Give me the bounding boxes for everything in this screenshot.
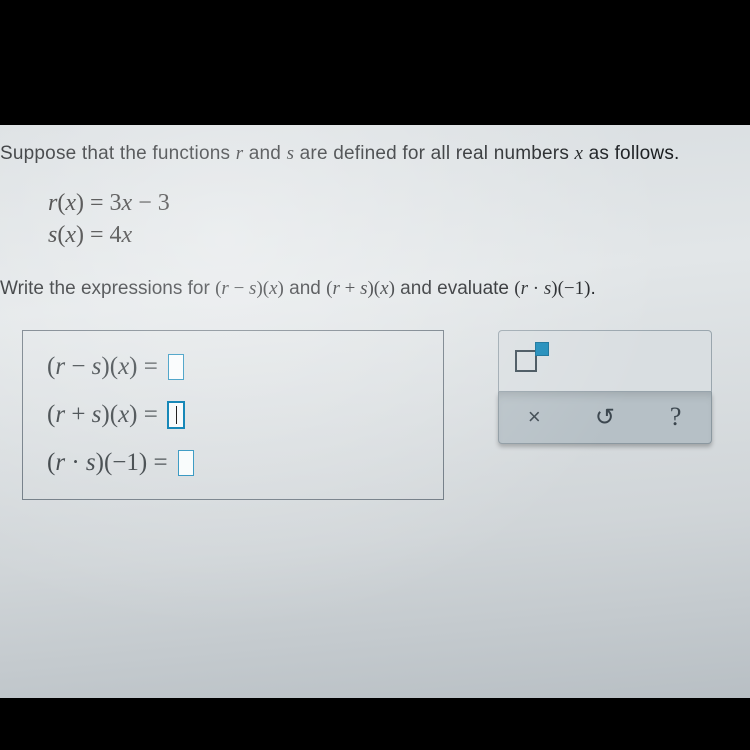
eq: = bbox=[84, 222, 110, 248]
exponent-button[interactable] bbox=[515, 350, 549, 372]
task-mid2: and evaluate bbox=[395, 278, 514, 299]
answer-row-3: (r · s)(−1) = bbox=[47, 449, 423, 477]
reset-icon: ↺ bbox=[595, 404, 615, 431]
answer-area: (r − s)(x) = (r + s)(x) = (r · s)(−1) = bbox=[0, 330, 750, 500]
top-black-bar bbox=[0, 0, 750, 125]
answer-row-1: (r − s)(x) = bbox=[47, 353, 423, 381]
def-r: r(x) = 3x − 3 bbox=[48, 187, 750, 219]
r-x: x bbox=[122, 190, 133, 216]
task-end: . bbox=[590, 278, 595, 299]
eq: = bbox=[84, 190, 110, 216]
var-x: x bbox=[575, 143, 584, 164]
s-func: s bbox=[48, 222, 57, 248]
r-func: r bbox=[48, 190, 57, 216]
task-pre: Write the expressions for bbox=[0, 278, 215, 299]
r-arg: x bbox=[65, 190, 76, 216]
def-s: s(x) = 4x bbox=[48, 219, 750, 251]
tool-palette: × ↺ ? bbox=[498, 330, 712, 444]
s-c: 4 bbox=[110, 222, 122, 248]
close-icon: × bbox=[528, 404, 541, 429]
answer-input-2[interactable] bbox=[168, 402, 184, 428]
s-x: x bbox=[122, 222, 133, 248]
r-minus: − bbox=[132, 190, 158, 216]
s-arg: x bbox=[65, 222, 76, 248]
prompt-pre: Suppose that the functions bbox=[0, 143, 236, 164]
r-c1: 3 bbox=[110, 190, 122, 216]
help-icon: ? bbox=[670, 402, 682, 431]
help-button[interactable]: ? bbox=[641, 402, 711, 432]
palette-bottom: × ↺ ? bbox=[498, 392, 712, 444]
answer-input-3[interactable] bbox=[178, 450, 194, 476]
prompt-end: as follows. bbox=[583, 143, 679, 164]
exponent-base-icon bbox=[515, 350, 537, 372]
palette-top bbox=[498, 330, 712, 392]
answer-box: (r − s)(x) = (r + s)(x) = (r · s)(−1) = bbox=[22, 330, 444, 500]
prompt-text: Suppose that the functions r and s are d… bbox=[0, 143, 750, 187]
task-mid1: and bbox=[284, 278, 326, 299]
answer-input-1[interactable] bbox=[168, 354, 184, 380]
problem-content: Suppose that the functions r and s are d… bbox=[0, 125, 750, 698]
function-definitions: r(x) = 3x − 3 s(x) = 4x bbox=[0, 187, 750, 278]
task-text: Write the expressions for (r − s)(x) and… bbox=[0, 278, 750, 330]
prompt-post: are defined for all real numbers bbox=[294, 143, 574, 164]
r-c2: 3 bbox=[158, 190, 170, 216]
answer-row-2: (r + s)(x) = bbox=[47, 401, 423, 429]
close-button[interactable]: × bbox=[499, 404, 569, 430]
reset-button[interactable]: ↺ bbox=[570, 403, 640, 432]
exponent-sup-icon bbox=[535, 342, 549, 356]
prompt-mid: and bbox=[243, 143, 286, 164]
bottom-black-bar bbox=[0, 698, 750, 750]
